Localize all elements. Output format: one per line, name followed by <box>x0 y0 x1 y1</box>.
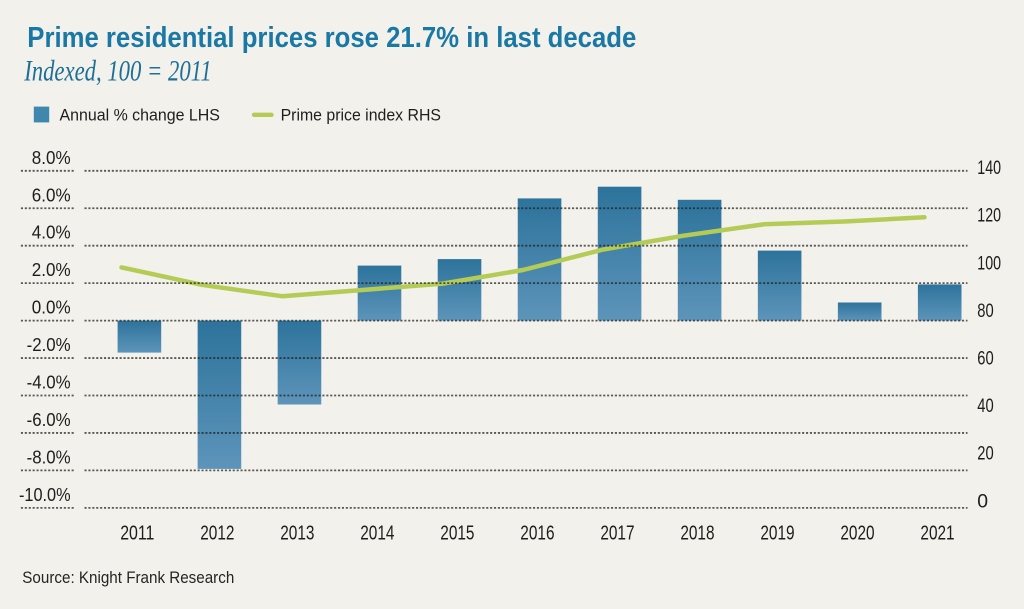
svg-text:-6.0%: -6.0% <box>27 409 71 430</box>
svg-text:40: 40 <box>977 396 993 417</box>
svg-text:2013: 2013 <box>280 523 314 545</box>
svg-text:Source: Knight Frank Research: Source: Knight Frank Research <box>22 568 234 587</box>
svg-text:2.0%: 2.0% <box>32 259 71 280</box>
svg-text:-2.0%: -2.0% <box>27 334 71 355</box>
svg-text:2016: 2016 <box>520 523 554 545</box>
svg-text:2017: 2017 <box>600 523 634 545</box>
svg-text:2011: 2011 <box>120 523 154 545</box>
svg-text:8.0%: 8.0% <box>32 147 71 168</box>
svg-text:Indexed, 100 = 2011: Indexed, 100 = 2011 <box>23 55 211 88</box>
svg-text:4.0%: 4.0% <box>32 222 71 243</box>
svg-text:100: 100 <box>977 253 1001 274</box>
svg-text:20: 20 <box>977 444 993 465</box>
svg-text:2020: 2020 <box>840 523 874 545</box>
svg-text:2014: 2014 <box>360 523 394 545</box>
svg-text:2019: 2019 <box>760 523 794 545</box>
svg-text:60: 60 <box>977 349 993 370</box>
svg-text:Annual % change LHS: Annual % change LHS <box>60 106 220 125</box>
svg-text:2015: 2015 <box>440 523 474 545</box>
svg-text:-4.0%: -4.0% <box>27 372 71 393</box>
svg-text:2018: 2018 <box>680 523 714 545</box>
svg-text:-8.0%: -8.0% <box>27 446 71 467</box>
svg-text:2012: 2012 <box>200 523 234 545</box>
svg-text:Prime price index RHS: Prime price index RHS <box>281 106 441 125</box>
svg-text:120: 120 <box>977 206 1001 227</box>
svg-text:Prime residential prices rose: Prime residential prices rose 21.7% in l… <box>27 22 636 54</box>
svg-text:140: 140 <box>977 158 1001 179</box>
svg-text:0.0%: 0.0% <box>32 297 71 318</box>
svg-text:80: 80 <box>977 301 993 322</box>
svg-text:-10.0%: -10.0% <box>19 484 71 505</box>
svg-text:2021: 2021 <box>920 523 954 545</box>
svg-text:0: 0 <box>977 491 988 512</box>
svg-text:6.0%: 6.0% <box>32 184 71 205</box>
